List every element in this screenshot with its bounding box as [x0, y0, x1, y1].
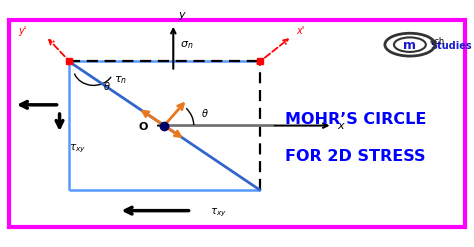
Text: MOHR’S CIRCLE: MOHR’S CIRCLE — [284, 112, 426, 127]
Text: ech: ech — [429, 37, 444, 46]
Text: m: m — [403, 39, 417, 52]
Text: $\tau_n$: $\tau_n$ — [114, 74, 127, 86]
Text: $\theta$: $\theta$ — [201, 107, 209, 119]
Text: O: O — [139, 122, 148, 132]
Text: FOR 2D STRESS: FOR 2D STRESS — [285, 149, 426, 164]
Text: $\tau_{xy}$: $\tau_{xy}$ — [69, 142, 86, 155]
Text: Studies: Studies — [430, 41, 472, 51]
Text: y': y' — [18, 26, 27, 36]
Text: y: y — [178, 10, 184, 20]
Text: $\sigma_y$: $\sigma_y$ — [157, 246, 171, 247]
Text: $\sigma_n$: $\sigma_n$ — [180, 39, 194, 51]
Text: $\tau_{xy}$: $\tau_{xy}$ — [210, 206, 227, 219]
Text: $\theta$: $\theta$ — [103, 80, 110, 92]
Text: x: x — [337, 121, 344, 131]
Text: x': x' — [296, 26, 304, 36]
